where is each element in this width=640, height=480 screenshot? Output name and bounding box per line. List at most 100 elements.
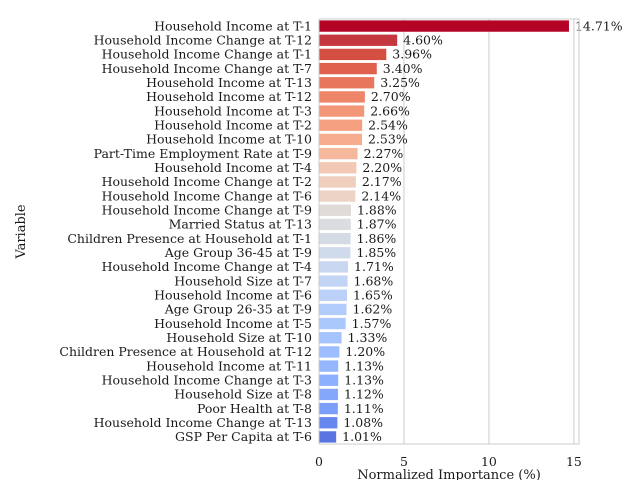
bar	[319, 48, 387, 61]
bar	[319, 91, 365, 103]
value-label: 1.20%	[345, 344, 385, 359]
value-label: 1.85%	[356, 245, 396, 260]
bar	[319, 20, 569, 32]
category-label: Children Presence at Household at T-1	[67, 231, 312, 246]
x-tick-label: 0	[315, 454, 323, 469]
bar	[319, 247, 351, 259]
value-label: 2.17%	[362, 174, 402, 189]
category-label: Poor Health at T-8	[197, 401, 312, 416]
value-label: 1.88%	[357, 203, 397, 218]
category-label: Children Presence at Household at T-12	[59, 344, 312, 359]
category-label: Household Income Change at T-4	[102, 259, 312, 274]
bar	[319, 232, 351, 245]
category-label: GSP Per Capita at T-6	[175, 429, 312, 444]
bar	[319, 360, 339, 372]
value-label: 1.71%	[354, 259, 394, 274]
y-axis-label: Variable	[14, 204, 29, 260]
bar	[319, 34, 398, 46]
value-label: 1.68%	[354, 273, 394, 288]
value-label: 3.40%	[383, 61, 423, 76]
value-label: 2.20%	[362, 160, 402, 175]
value-label: 1.33%	[348, 330, 388, 345]
category-label: Household Income at T-3	[154, 103, 312, 118]
value-label: 1.13%	[344, 358, 384, 373]
bars	[319, 20, 569, 443]
category-label: Household Income at T-12	[146, 89, 312, 104]
bar	[319, 275, 348, 287]
bar	[319, 417, 338, 429]
value-label: 2.66%	[370, 103, 410, 118]
bar	[319, 303, 347, 316]
value-label: 4.60%	[403, 33, 443, 48]
x-tick-label: 5	[400, 454, 408, 469]
category-label: Household Size at T-7	[174, 273, 312, 288]
bar	[319, 218, 351, 231]
bar	[319, 289, 348, 301]
bar	[319, 190, 356, 202]
value-label: 1.62%	[353, 302, 393, 317]
bar	[319, 261, 349, 273]
bar	[319, 402, 338, 415]
category-label: Age Group 36-45 at T-9	[164, 245, 312, 260]
value-label: 2.53%	[368, 132, 408, 147]
category-label: Household Income Change at T-9	[102, 203, 312, 218]
bar	[319, 77, 375, 89]
category-label: Household Income Change at T-1	[102, 47, 312, 62]
x-tick-label: 10	[481, 454, 497, 469]
value-label: 2.54%	[368, 118, 408, 133]
value-label: 1.65%	[353, 288, 393, 303]
value-labels: 14.71% 4.60%3.96%3.40%3.25%2.70%2.66%2.54…	[342, 18, 623, 444]
category-label: Household Income at T-5	[154, 316, 312, 331]
value-label: 1.86%	[357, 231, 397, 246]
plot-frame	[318, 18, 580, 445]
value-label: 1.13%	[344, 373, 384, 388]
x-ticks: 0 5 10 15	[315, 454, 582, 469]
category-label: Household Income at T-11	[146, 358, 312, 373]
category-label: Household Income at T-13	[146, 75, 312, 90]
bar	[319, 431, 337, 443]
bar	[319, 162, 357, 174]
category-label: Household Income Change at T-7	[102, 61, 312, 76]
bar	[319, 176, 356, 188]
category-label: Household Size at T-10	[166, 330, 312, 345]
bar	[319, 346, 340, 358]
value-label: 1.57%	[352, 316, 392, 331]
value-label: 1.01%	[342, 429, 382, 444]
x-tick-label: 15	[566, 454, 582, 469]
value-label: 1.11%	[344, 401, 384, 416]
value-label: 2.14%	[361, 188, 401, 203]
x-axis-label: Normalized Importance (%)	[357, 468, 541, 480]
category-label: Household Income at T-6	[154, 288, 312, 303]
category-label: Part-Time Employment Rate at T-9	[94, 146, 312, 161]
category-label: Household Income Change at T-3	[102, 373, 312, 388]
bar	[319, 105, 365, 117]
category-label: Household Income at T-4	[154, 160, 312, 175]
category-label: Household Income Change at T-12	[94, 33, 312, 48]
value-label: 1.87%	[357, 217, 397, 232]
category-label: Household Income Change at T-2	[102, 174, 312, 189]
category-label: Married Status at T-13	[169, 217, 312, 232]
category-label: Household Income at T-2	[154, 118, 312, 133]
bar	[319, 317, 346, 330]
category-label: Age Group 26-35 at T-9	[164, 302, 312, 317]
bar	[319, 119, 363, 131]
bar	[319, 133, 362, 146]
bar	[319, 374, 339, 386]
bar	[319, 204, 351, 216]
value-label: 2.70%	[371, 89, 411, 104]
value-label: 1.12%	[344, 387, 384, 402]
bar	[319, 388, 339, 401]
category-label: Household Income at T-10	[146, 132, 312, 147]
value-label: 2.27%	[364, 146, 404, 161]
category-label: Household Income at T-1	[154, 18, 312, 33]
bar	[319, 332, 342, 344]
category-label: Household Size at T-8	[174, 387, 312, 402]
category-label: Household Income Change at T-6	[102, 188, 312, 203]
value-label: 3.96%	[392, 47, 432, 62]
value-label: 3.25%	[380, 75, 420, 90]
value-label: 14.71%	[575, 18, 623, 33]
category-label: Household Income Change at T-13	[94, 415, 312, 430]
value-label: 1.08%	[343, 415, 383, 430]
